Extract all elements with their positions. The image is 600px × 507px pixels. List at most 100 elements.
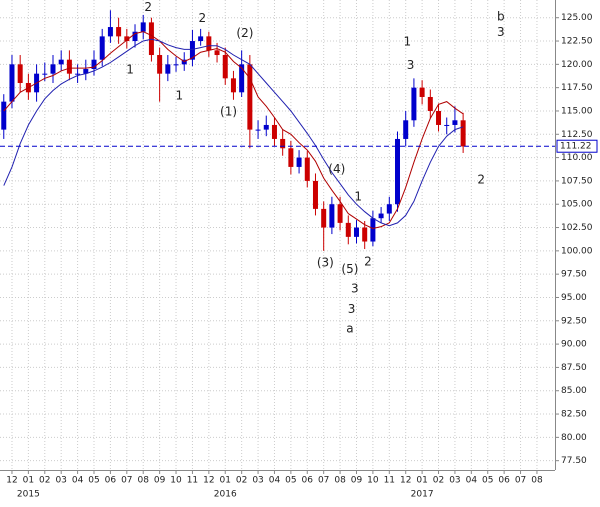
candle-body xyxy=(116,27,122,37)
y-tick-label: 120.00 xyxy=(561,60,593,70)
wave-label: 1 xyxy=(126,62,134,76)
x-tick-label: 03 xyxy=(55,476,66,486)
candle-body xyxy=(140,22,146,32)
x-tick-label: 03 xyxy=(449,476,460,486)
wave-label: (5) xyxy=(341,262,358,276)
candle-body xyxy=(222,55,228,79)
x-tick-label: 12 xyxy=(203,476,214,486)
candle-body xyxy=(395,138,401,205)
y-tick-label: 90.00 xyxy=(561,340,587,350)
x-tick-label: 07 xyxy=(121,476,132,486)
candle-body xyxy=(353,227,359,237)
year-label: 2015 xyxy=(17,490,40,500)
y-tick-label: 105.00 xyxy=(561,200,593,210)
candle-body xyxy=(214,50,220,56)
x-tick-label: 02 xyxy=(236,476,247,486)
y-tick-label: 107.50 xyxy=(561,176,593,186)
last-price-label: 111.22 xyxy=(560,142,592,152)
candle-body xyxy=(452,120,458,125)
x-tick-label: 05 xyxy=(482,476,493,486)
candle-body xyxy=(296,157,302,167)
candle-body xyxy=(337,204,343,223)
y-tick-label: 110.00 xyxy=(561,153,593,163)
x-tick-label: 08 xyxy=(137,476,149,486)
candle-body xyxy=(132,31,138,42)
candle-body xyxy=(230,78,236,93)
candle-body xyxy=(189,41,195,60)
candle-body xyxy=(1,101,7,130)
y-tick-label: 97.50 xyxy=(561,270,587,280)
candle-body xyxy=(165,64,171,74)
candle-body xyxy=(124,36,130,42)
candle-body xyxy=(288,148,294,167)
candle-body xyxy=(271,124,277,139)
candle-body xyxy=(386,204,392,214)
x-tick-label: 01 xyxy=(23,476,34,486)
wave-label: (2) xyxy=(236,26,253,40)
x-tick-label: 04 xyxy=(466,476,478,486)
y-tick-label: 95.00 xyxy=(561,293,587,303)
candle-body xyxy=(157,55,163,74)
y-tick-label: 82.50 xyxy=(561,410,587,420)
wave-label: (1) xyxy=(220,104,237,118)
candle-body xyxy=(427,96,433,111)
x-tick-label: 04 xyxy=(269,476,281,486)
year-label: 2016 xyxy=(214,490,237,500)
wave-label: 2 xyxy=(144,0,152,14)
x-tick-label: 03 xyxy=(252,476,263,486)
wave-label: 3 xyxy=(348,302,356,316)
wave-label: 2 xyxy=(364,255,372,269)
candle-body xyxy=(107,27,113,37)
candle-body xyxy=(280,138,286,149)
x-tick-label: 02 xyxy=(433,476,444,486)
candle-body xyxy=(460,120,466,147)
candle-body xyxy=(198,36,204,42)
candle-body xyxy=(75,73,81,75)
candle-body xyxy=(206,36,212,51)
candle-body xyxy=(17,64,23,83)
wave-label: (4) xyxy=(328,162,345,176)
x-tick-label: 08 xyxy=(531,476,543,486)
x-tick-label: 05 xyxy=(88,476,99,486)
candle-body xyxy=(239,64,245,93)
candle-body xyxy=(345,222,351,237)
candle-body xyxy=(436,110,442,125)
candle-body xyxy=(411,87,417,121)
y-tick-label: 77.50 xyxy=(561,456,587,466)
x-tick-label: 11 xyxy=(187,476,198,486)
y-tick-label: 100.00 xyxy=(561,246,593,256)
candle-body xyxy=(444,124,450,126)
wave-label: 2 xyxy=(477,172,485,186)
year-label: 2017 xyxy=(411,490,434,500)
x-tick-label: 10 xyxy=(367,476,379,486)
y-tick-label: 85.00 xyxy=(561,386,587,396)
y-tick-label: 115.00 xyxy=(561,106,593,116)
y-tick-label: 125.00 xyxy=(561,13,593,23)
x-tick-label: 01 xyxy=(416,476,427,486)
candle-body xyxy=(83,69,89,74)
x-tick-label: 02 xyxy=(39,476,50,486)
y-tick-label: 92.50 xyxy=(561,316,587,326)
x-tick-label: 04 xyxy=(72,476,84,486)
candle-body xyxy=(403,120,409,139)
x-tick-label: 10 xyxy=(170,476,182,486)
candle-body xyxy=(263,124,269,130)
x-tick-label: 05 xyxy=(285,476,296,486)
moving-average xyxy=(3,31,464,230)
moving-average xyxy=(3,38,464,227)
last-price-box xyxy=(556,139,598,153)
wave-label: (3) xyxy=(317,255,334,269)
x-tick-label: 07 xyxy=(515,476,526,486)
wave-label: 1 xyxy=(354,189,362,203)
candle-body xyxy=(378,213,384,219)
x-tick-label: 11 xyxy=(384,476,395,486)
candle-body xyxy=(312,180,318,209)
y-tick-label: 87.50 xyxy=(561,363,587,373)
candle-body xyxy=(58,59,64,65)
wave-label: 3 xyxy=(497,25,505,39)
candle-body xyxy=(255,129,261,131)
x-tick-label: 07 xyxy=(318,476,329,486)
wave-label: 3 xyxy=(351,282,359,296)
